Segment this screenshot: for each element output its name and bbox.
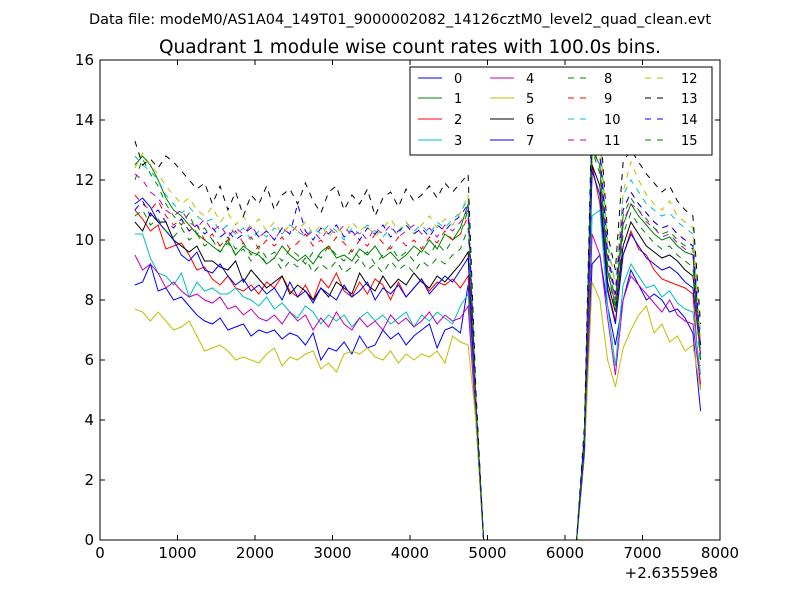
legend-label-5: 5 — [526, 92, 534, 107]
x-tick-label: 8000 — [701, 544, 739, 562]
series-line-12 — [134, 110, 702, 541]
series-line-6 — [134, 164, 702, 541]
chart-title: Quadrant 1 module wise count rates with … — [159, 37, 661, 58]
legend-label-10: 10 — [604, 113, 621, 128]
legend-label-8: 8 — [604, 72, 612, 87]
legend-label-0: 0 — [454, 72, 462, 87]
x-tick-label: 4000 — [391, 544, 429, 562]
x-tick-label: 7000 — [623, 544, 661, 562]
y-tick-label: 10 — [75, 231, 94, 249]
y-tick-label: 0 — [84, 531, 94, 549]
legend-label-4: 4 — [526, 72, 534, 87]
legend-label-9: 9 — [604, 92, 612, 107]
x-tick-label: 1000 — [158, 544, 196, 562]
y-tick-label: 2 — [84, 471, 94, 489]
x-tick-label: 2000 — [236, 544, 274, 562]
y-tick-label: 12 — [75, 171, 94, 189]
series-line-9 — [134, 113, 702, 541]
legend-label-11: 11 — [604, 134, 621, 149]
x-tick-label: 6000 — [546, 544, 584, 562]
series-line-0 — [134, 253, 702, 541]
y-tick-label: 16 — [75, 51, 94, 69]
series-line-2 — [134, 164, 702, 541]
legend-label-7: 7 — [526, 134, 534, 149]
chart-suptitle: Data file: modeM0/AS1A04_149T01_90000020… — [89, 12, 711, 28]
y-tick-label: 6 — [84, 351, 94, 369]
legend-label-15: 15 — [681, 134, 698, 149]
series-lines — [134, 104, 702, 541]
series-line-7 — [134, 170, 702, 541]
legend-label-1: 1 — [454, 92, 462, 107]
series-line-3 — [134, 209, 702, 541]
series-line-15 — [134, 149, 702, 541]
y-tick-label: 14 — [75, 111, 94, 129]
x-tick-label: 5000 — [468, 544, 506, 562]
legend-label-6: 6 — [526, 113, 534, 128]
legend-label-3: 3 — [454, 134, 462, 149]
x-tick-label: 3000 — [313, 544, 351, 562]
series-line-4 — [134, 233, 702, 541]
y-tick-label: 4 — [84, 411, 94, 429]
series-line-5 — [134, 281, 702, 541]
legend-label-14: 14 — [681, 113, 698, 128]
x-axis: 0 1000 2000 3000 4000 5000 6000 7000 8000 — [95, 60, 739, 562]
series-line-11 — [134, 131, 702, 541]
y-tick-label: 8 — [84, 291, 94, 309]
x-tick-label: 0 — [95, 544, 105, 562]
legend-label-12: 12 — [681, 72, 698, 87]
legend-label-13: 13 — [681, 92, 698, 107]
series-line-14 — [134, 125, 702, 541]
legend-label-2: 2 — [454, 113, 462, 128]
x-axis-offset-label: +2.63559e8 — [625, 564, 718, 582]
